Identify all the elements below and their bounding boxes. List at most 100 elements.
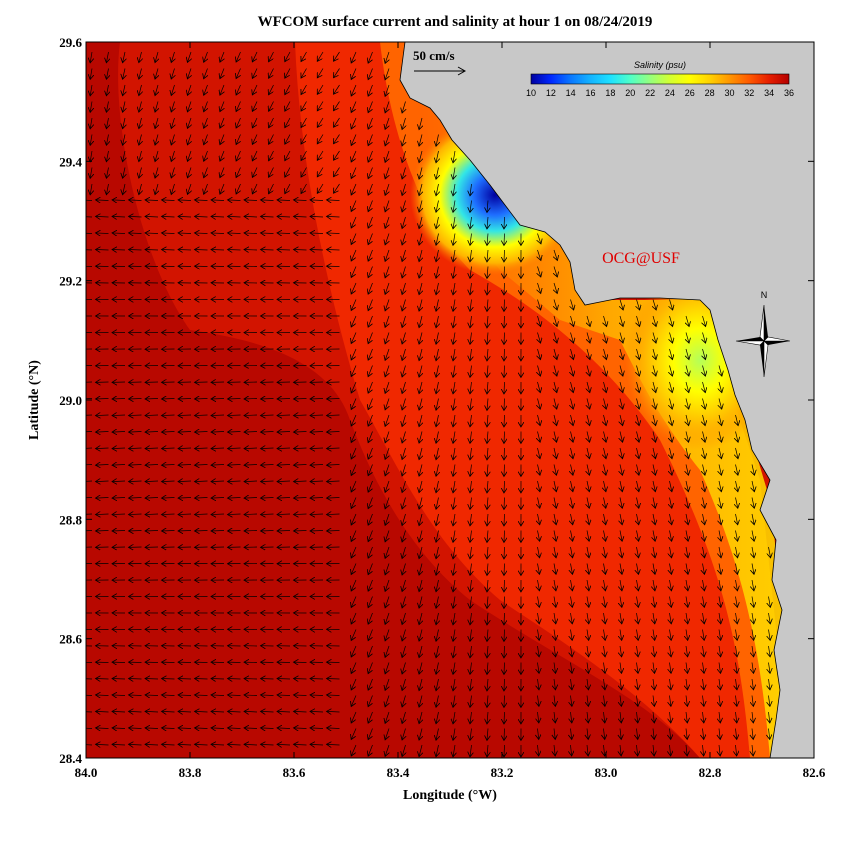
current-vector (436, 249, 438, 262)
current-vector (368, 51, 373, 63)
current-vector (327, 216, 340, 217)
current-vector (195, 498, 208, 499)
colorbar-tick-label: 34 (764, 88, 774, 98)
current-vector (368, 381, 373, 393)
current-vector (504, 530, 505, 543)
current-vector (211, 498, 225, 499)
current-vector (686, 315, 689, 327)
current-vector (620, 381, 623, 393)
current-vector (538, 299, 541, 311)
current-vector (244, 233, 258, 234)
current-vector (487, 579, 488, 592)
current-vector (351, 398, 357, 410)
current-vector (178, 514, 192, 515)
current-vector (769, 596, 771, 608)
current-vector (487, 216, 488, 229)
current-vector (86, 497, 93, 499)
current-vector (604, 629, 606, 641)
current-vector (538, 563, 540, 575)
current-vector (504, 233, 505, 246)
colorbar-tick-label: 16 (586, 88, 596, 98)
current-vector (719, 579, 721, 591)
current-vector (310, 514, 324, 515)
current-vector (106, 101, 108, 113)
current-vector (504, 315, 505, 328)
current-vector (686, 365, 689, 377)
current-vector (86, 447, 93, 449)
current-vector (670, 612, 672, 624)
current-vector (402, 414, 405, 426)
current-vector (204, 167, 208, 178)
current-vector (351, 249, 357, 261)
current-vector (178, 415, 192, 416)
current-vector (351, 645, 357, 657)
current-vector (155, 51, 158, 63)
current-vector (587, 464, 589, 476)
current-vector (236, 117, 240, 128)
current-vector (571, 414, 574, 426)
current-vector (504, 629, 505, 642)
current-vector (703, 513, 705, 525)
current-vector (145, 514, 159, 515)
current-vector (453, 282, 455, 295)
current-vector (261, 448, 274, 449)
current-vector (195, 200, 208, 201)
current-vector (96, 200, 109, 201)
current-vector (402, 513, 405, 525)
current-vector (220, 51, 224, 62)
current-vector (385, 596, 389, 608)
current-vector (351, 299, 357, 311)
current-vector (653, 332, 656, 344)
current-vector (587, 365, 590, 377)
current-vector (301, 167, 307, 178)
current-vector (419, 134, 422, 147)
current-vector (236, 101, 240, 112)
current-vector (487, 233, 488, 246)
current-vector (470, 315, 472, 328)
current-vector (129, 200, 142, 201)
current-vector (96, 465, 109, 466)
current-vector (487, 266, 488, 279)
current-vector (554, 563, 556, 575)
current-vector (351, 447, 357, 459)
current-vector (436, 266, 438, 279)
current-vector (504, 497, 505, 510)
current-vector (587, 381, 590, 393)
current-vector (637, 414, 640, 426)
current-vector (301, 51, 307, 62)
current-vector (334, 150, 340, 160)
current-vector (385, 84, 389, 96)
current-vector (368, 563, 373, 575)
current-vector (368, 315, 373, 327)
current-vector (487, 315, 488, 328)
current-vector (604, 464, 606, 476)
current-vector (252, 167, 258, 178)
current-vector (686, 612, 688, 624)
current-vector (620, 579, 622, 591)
current-vector (385, 332, 389, 344)
current-vector (351, 497, 357, 509)
current-vector (487, 480, 488, 493)
current-vector (351, 381, 357, 393)
current-vector (285, 117, 291, 128)
current-vector (402, 348, 405, 360)
current-vector (653, 431, 656, 443)
current-vector (703, 464, 705, 476)
current-vector (453, 398, 455, 411)
current-vector (686, 530, 688, 542)
current-vector (294, 448, 307, 449)
current-vector (228, 498, 241, 499)
current-vector (106, 183, 108, 195)
current-vector (419, 530, 422, 543)
current-vector (112, 498, 126, 499)
current-vector (736, 480, 738, 492)
current-vector (686, 332, 689, 344)
current-vector (719, 530, 721, 542)
current-vector (277, 465, 291, 466)
current-vector (327, 465, 340, 466)
current-vector (220, 101, 224, 112)
current-vector (703, 381, 706, 393)
current-vector (653, 299, 656, 311)
current-vector (504, 513, 505, 526)
current-vector (334, 68, 340, 78)
